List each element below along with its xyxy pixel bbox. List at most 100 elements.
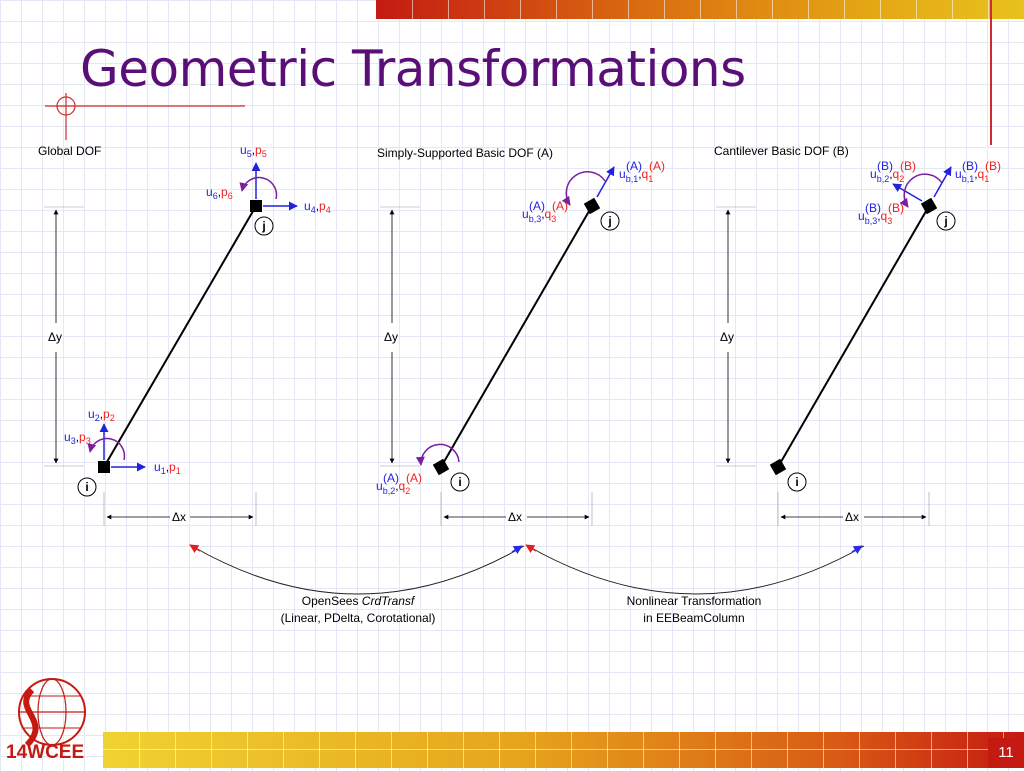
basic-dof-label-2: ub,2,q2: [376, 479, 410, 496]
strip-separator: [427, 732, 428, 768]
dof-label-6: u6,p6: [206, 185, 233, 201]
sup-a-2u: (A): [383, 471, 399, 485]
strip-separator: [823, 732, 824, 768]
strip-separator: [844, 0, 845, 19]
strip-separator: [211, 732, 212, 768]
dof-label-2: u2,p2: [88, 407, 115, 423]
strip-separator: [643, 732, 644, 768]
node-j-label: j: [607, 214, 611, 228]
node-j-label: j: [943, 214, 947, 228]
strip-separator: [967, 732, 968, 768]
strip-separator: [988, 0, 989, 19]
strip-separator: [952, 0, 953, 19]
sup-b-3u: (B): [865, 201, 881, 215]
strip-separator: [895, 732, 896, 768]
sup-b-3q: (B): [888, 201, 904, 215]
sup-b-2q: (B): [900, 159, 916, 173]
basic-dof-label-3: ub,3,q3: [522, 207, 556, 224]
eebeamcolumn-label: in EEBeamColumn: [643, 611, 744, 625]
sup-b-2u: (B): [877, 159, 893, 173]
crdtransf-types: (Linear, PDelta, Corotational): [281, 611, 436, 625]
node-j-label: j: [261, 219, 265, 233]
panel-cantilever: Cantilever Basic DOF (B) Δy Δx i j ub,1,…: [714, 144, 1001, 526]
strip-separator: [808, 0, 809, 19]
sup-a-1q: (A): [649, 159, 665, 173]
node-i-block: [98, 461, 110, 473]
sup-a-2q: (A): [406, 471, 422, 485]
sup-b-1q: (B): [985, 159, 1001, 173]
node-i-block: [769, 458, 787, 476]
strip-separator: [535, 732, 536, 768]
strip-separator: [787, 732, 788, 768]
strip-separator: [463, 732, 464, 768]
strip-separator: [499, 732, 500, 768]
strip-separator: [283, 732, 284, 768]
strip-separator: [139, 732, 140, 768]
dx-label: Δx: [172, 510, 186, 524]
strip-separator: [319, 732, 320, 768]
transformation-arrows: [189, 544, 865, 595]
basic-dof-label-3: ub,3,q3: [858, 209, 892, 226]
node-j-block: [250, 200, 262, 212]
strip-separator: [700, 0, 701, 19]
node-i-label: i: [85, 480, 88, 494]
strip-separator: [679, 732, 680, 768]
panel-simply-supported: Simply-Supported Basic DOF (A) Δy Δx i j…: [376, 146, 665, 526]
basic-dof-label-1: ub,1,q1: [955, 167, 989, 184]
top-decor-strip: [376, 0, 1024, 19]
strip-separator: [175, 732, 176, 768]
slide-title: Geometric Transformations: [80, 40, 746, 98]
strip-separator: [247, 732, 248, 768]
strip-separator: [448, 0, 449, 19]
wcee-logo: 14WCEE: [2, 670, 102, 766]
strip-separator: [772, 0, 773, 19]
strip-separator: [751, 732, 752, 768]
panel-global-dof: Global DOF Δy Δx i j u1,p1 u2,p2 u3,p3 u…: [38, 143, 331, 526]
dy-label: Δy: [384, 330, 398, 344]
bottom-decor-strip: [103, 732, 1024, 768]
dx-label: Δx: [845, 510, 859, 524]
dy-label: Δy: [720, 330, 734, 344]
dof-label-3: u3,p3: [64, 430, 91, 446]
strip-separator: [715, 732, 716, 768]
crdtransf-label: OpenSees CrdTransf: [302, 594, 416, 608]
nonlinear-transform-label: Nonlinear Transformation: [627, 594, 762, 608]
panel-global-heading: Global DOF: [38, 144, 101, 158]
dy-label: Δy: [48, 330, 62, 344]
right-decor-line: [990, 0, 992, 145]
dof-label-4: u4,p4: [304, 199, 331, 215]
basic-dof-label-2: ub,2,q2: [870, 167, 904, 184]
node-i-label: i: [458, 475, 461, 489]
dof-label-5: u5,p5: [240, 143, 267, 159]
strip-separator: [880, 0, 881, 19]
crosshair-icon: [45, 93, 245, 140]
strip-separator: [664, 0, 665, 19]
logo-text: 14WCEE: [6, 742, 84, 763]
slide-number: 11: [988, 738, 1024, 768]
dof-label-1: u1,p1: [154, 460, 181, 476]
strip-separator: [592, 0, 593, 19]
strip-separator: [916, 0, 917, 19]
strip-separator: [520, 0, 521, 19]
strip-separator: [859, 732, 860, 768]
node-j-block: [920, 197, 938, 215]
node-i-label: i: [795, 475, 798, 489]
sup-a-1u: (A): [626, 159, 642, 173]
panel-simply-heading: Simply-Supported Basic DOF (A): [377, 146, 553, 160]
dx-label: Δx: [508, 510, 522, 524]
strip-separator: [628, 0, 629, 19]
strip-separator: [571, 732, 572, 768]
panel-cantilever-heading: Cantilever Basic DOF (B): [714, 144, 849, 158]
sup-a-3q: (A): [552, 199, 568, 213]
strip-separator: [736, 0, 737, 19]
sup-a-3u: (A): [529, 199, 545, 213]
strip-separator: [391, 732, 392, 768]
sup-b-1u: (B): [962, 159, 978, 173]
strip-separator: [412, 0, 413, 19]
node-j-block: [583, 197, 601, 215]
strip-separator: [607, 732, 608, 768]
strip-separator: [355, 732, 356, 768]
node-i-block: [432, 458, 450, 476]
basic-dof-label-1: ub,1,q1: [619, 167, 653, 184]
